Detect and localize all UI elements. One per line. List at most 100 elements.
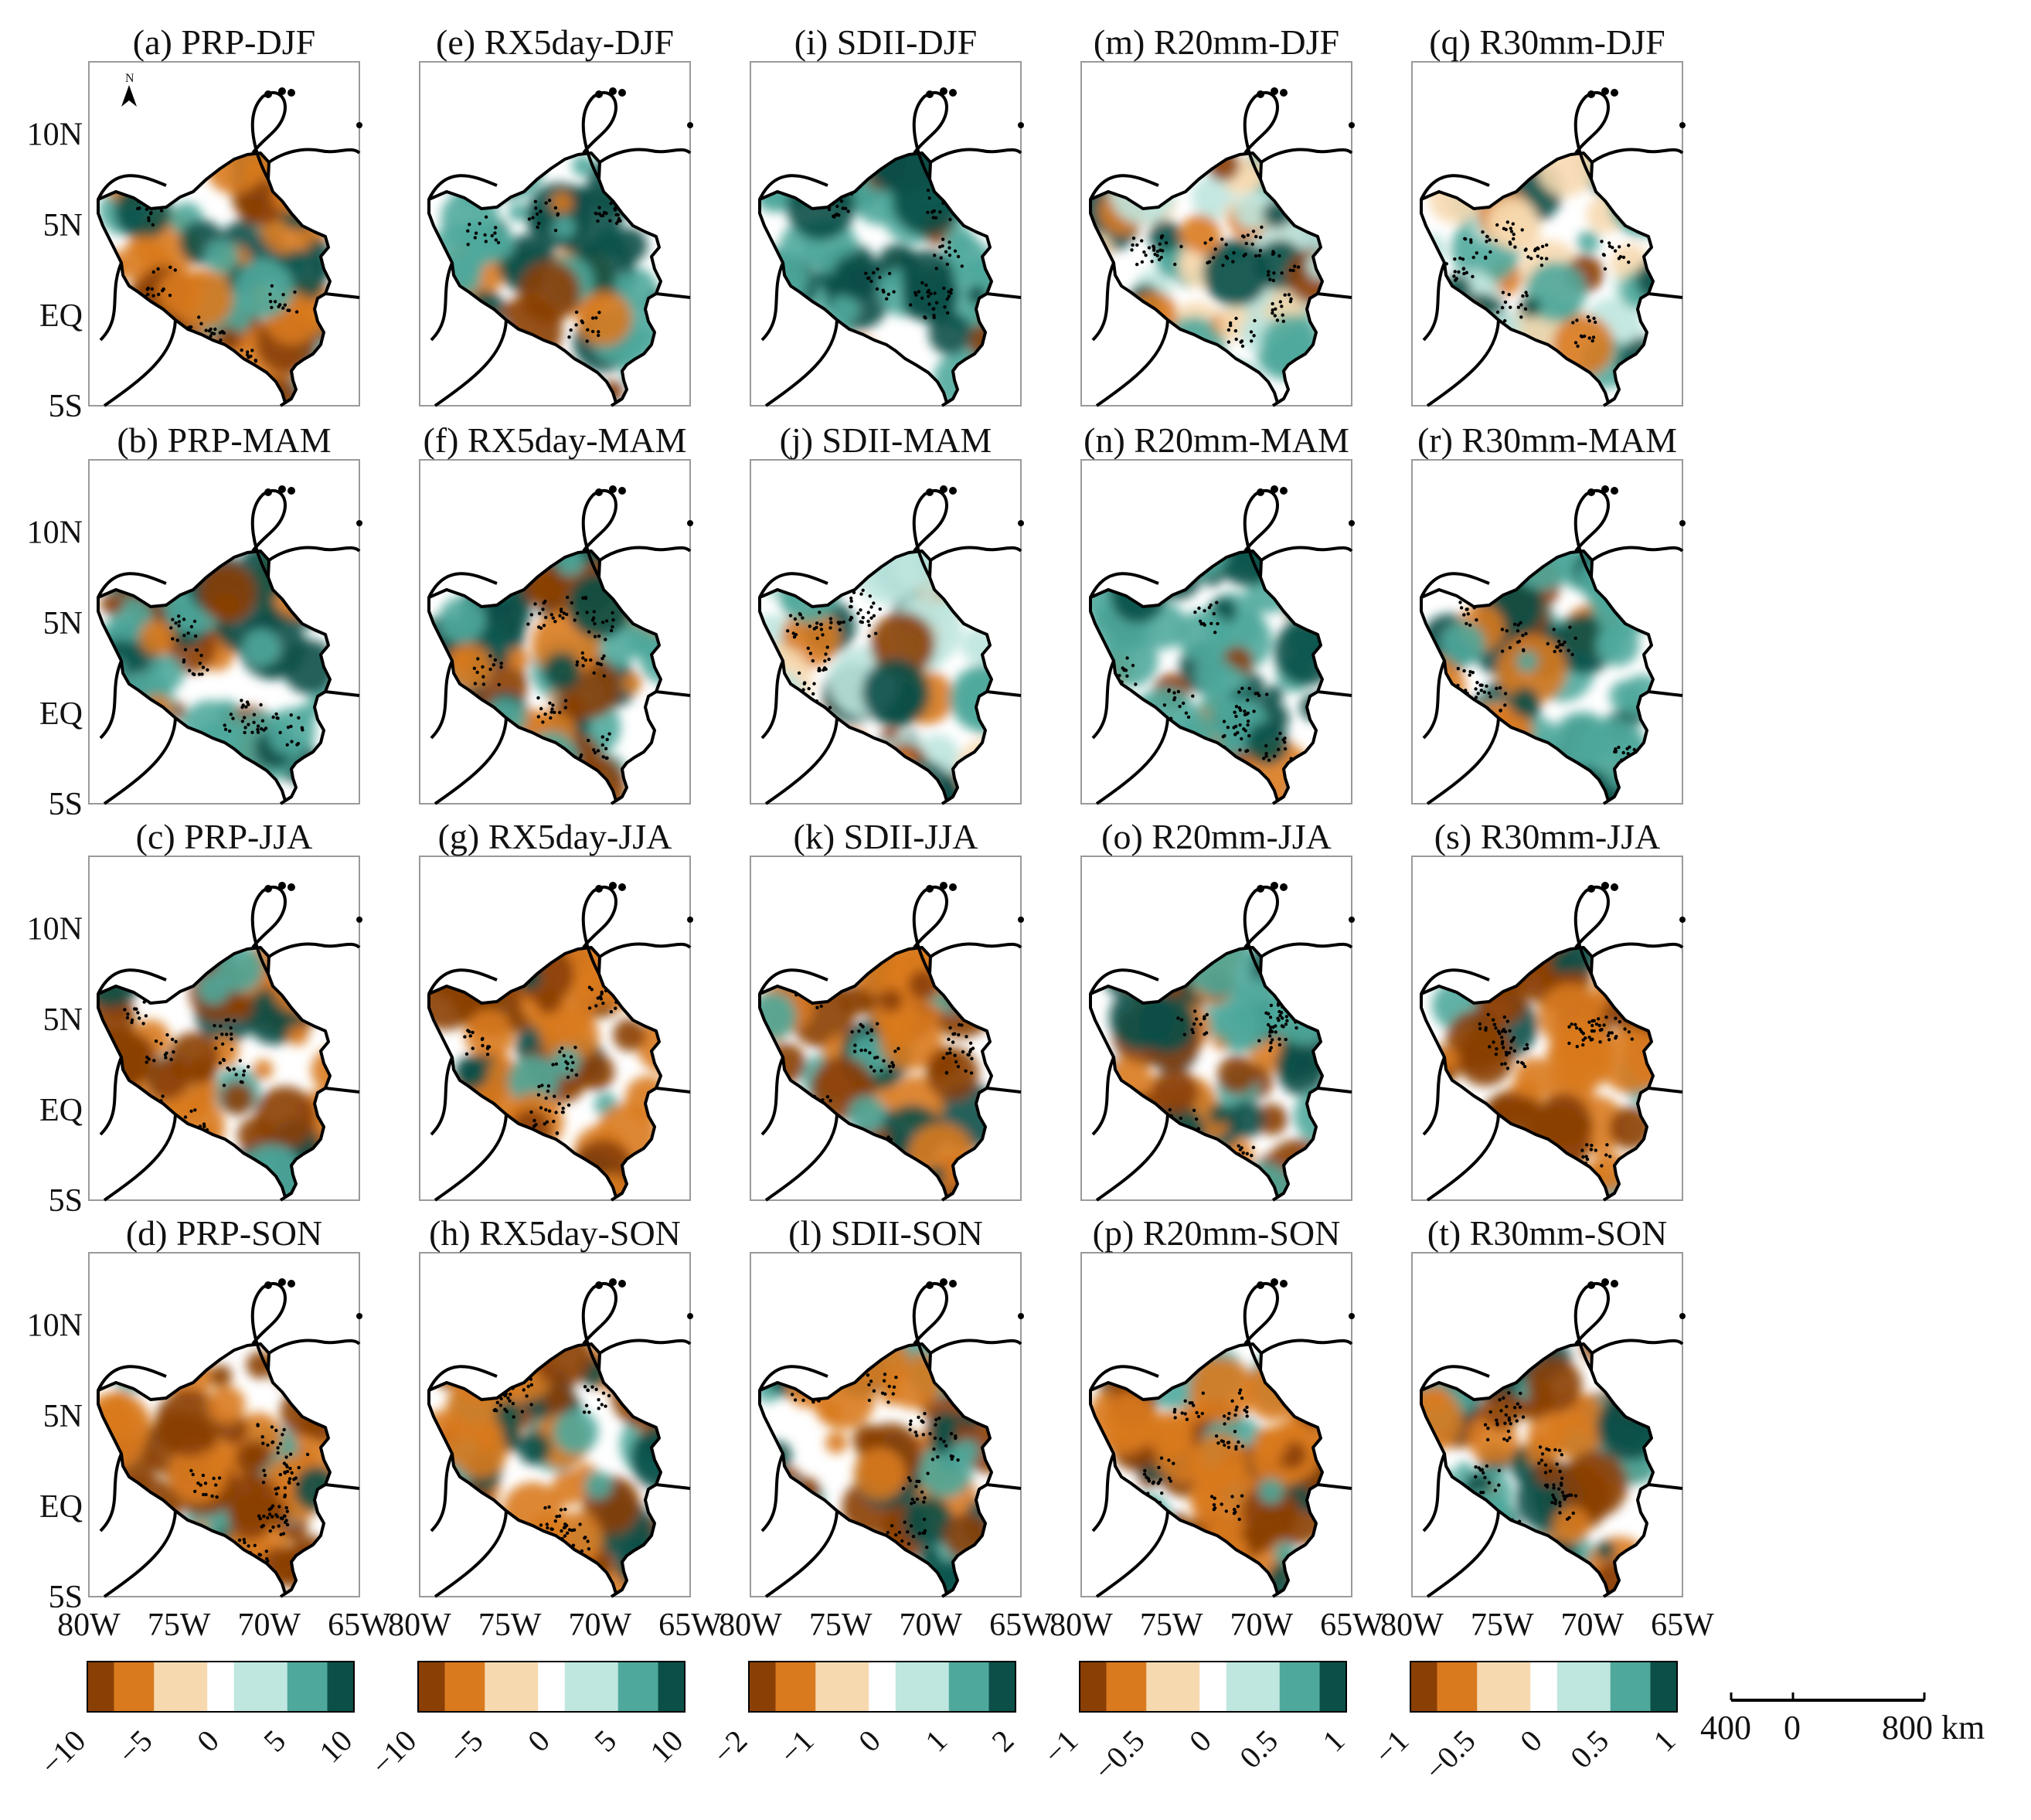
island (1271, 1278, 1278, 1286)
colorbar-segment (1306, 1662, 1320, 1712)
significance-dot (151, 294, 155, 298)
significance-dot (1522, 1047, 1526, 1051)
significance-dot (281, 1433, 284, 1437)
significance-dot (1131, 236, 1136, 240)
significance-dot (268, 1529, 272, 1533)
significance-dot (1502, 1396, 1505, 1400)
significance-dot (1539, 257, 1543, 260)
significance-dot (901, 1487, 906, 1491)
significance-dot (795, 622, 799, 626)
significance-dot (264, 1550, 268, 1553)
significance-dot (1498, 1398, 1502, 1402)
lat-tick-label: EQ (39, 696, 83, 732)
significance-dot (263, 1473, 267, 1478)
significance-dot (1506, 1429, 1511, 1434)
coastline (598, 148, 692, 164)
significance-dot (243, 726, 247, 730)
trend-blob (1208, 1104, 1228, 1124)
significance-dot (285, 1522, 290, 1527)
significance-dot (261, 1523, 265, 1528)
significance-dot (1158, 248, 1162, 252)
coastline (758, 1365, 828, 1391)
colorbar-segment (1597, 1662, 1611, 1712)
significance-dot (1474, 696, 1478, 699)
significance-dot (253, 359, 257, 362)
significance-dot (613, 208, 617, 212)
border-line (279, 1192, 293, 1202)
island (1601, 485, 1609, 493)
map-panel-r30mm-son (1411, 1252, 1686, 1598)
significance-dot (1573, 341, 1578, 345)
significance-dot (493, 231, 497, 235)
island (926, 885, 934, 893)
significance-dot (1567, 1041, 1571, 1046)
significance-dot (878, 275, 882, 280)
significance-dot (1271, 252, 1275, 257)
colorbar-segment (962, 1662, 976, 1712)
significance-dot (182, 634, 186, 638)
significance-dot (1131, 243, 1135, 247)
significance-dot (476, 657, 480, 661)
significance-dot (239, 1080, 243, 1084)
significance-dot (1502, 1046, 1505, 1049)
coastline (758, 174, 828, 200)
significance-dot (551, 703, 555, 707)
significance-dot (1462, 271, 1466, 276)
significance-dot (558, 614, 562, 617)
significance-dot (803, 681, 807, 685)
colorbar-tick-label: −0.5 (1418, 1723, 1482, 1788)
trend-blob (1103, 1392, 1155, 1444)
significance-dot (938, 210, 942, 214)
significance-dot (927, 288, 930, 293)
island (609, 485, 617, 493)
significance-dot (1240, 686, 1244, 690)
significance-dot (616, 219, 620, 223)
significance-dot (1199, 1022, 1203, 1026)
significance-dot (1153, 252, 1157, 257)
lon-tick-label: 65W (1320, 1607, 1383, 1643)
lon-tick-label: 70W (899, 1607, 962, 1643)
border-line (430, 262, 454, 342)
significance-dot (574, 1073, 579, 1077)
significance-dot (247, 702, 250, 706)
significance-dot (892, 1385, 896, 1389)
coastline (427, 1365, 498, 1391)
significance-dot (560, 1046, 564, 1050)
border-line (1602, 397, 1616, 407)
significance-dot (1274, 1024, 1277, 1028)
border-line (434, 1510, 508, 1598)
coastline (1243, 488, 1279, 578)
significance-dot (1191, 694, 1195, 698)
island (1679, 917, 1686, 923)
significance-dot (281, 306, 285, 310)
significance-dot (145, 1055, 149, 1060)
significance-dot (566, 1103, 571, 1107)
significance-dot (886, 1400, 890, 1404)
significance-dot (1234, 337, 1238, 342)
significance-dot (1486, 1437, 1490, 1442)
significance-dot (169, 1057, 173, 1062)
border-line (103, 717, 177, 805)
significance-dot (1233, 1430, 1237, 1434)
colorbar-segment (1503, 1662, 1518, 1712)
trend-blob (621, 673, 642, 693)
significance-dot (1494, 1026, 1498, 1030)
coastline (267, 1339, 361, 1355)
significance-dot (600, 735, 604, 739)
significance-dot (549, 613, 553, 617)
significance-dot (1268, 1034, 1272, 1038)
significance-dot (1232, 726, 1236, 730)
island (949, 883, 957, 891)
significance-dot (835, 204, 839, 209)
significance-dot (183, 1115, 188, 1119)
significance-dot (906, 1530, 910, 1534)
significance-dot (582, 1410, 587, 1414)
significance-dot (1585, 1143, 1589, 1147)
colorbar-segment (114, 1662, 128, 1712)
significance-dot (1502, 1015, 1506, 1019)
colorbar-segment (788, 1662, 803, 1712)
significance-dot (147, 219, 151, 223)
significance-dot (1179, 244, 1183, 249)
significance-dot (214, 1483, 218, 1487)
trend-blob (928, 311, 972, 355)
